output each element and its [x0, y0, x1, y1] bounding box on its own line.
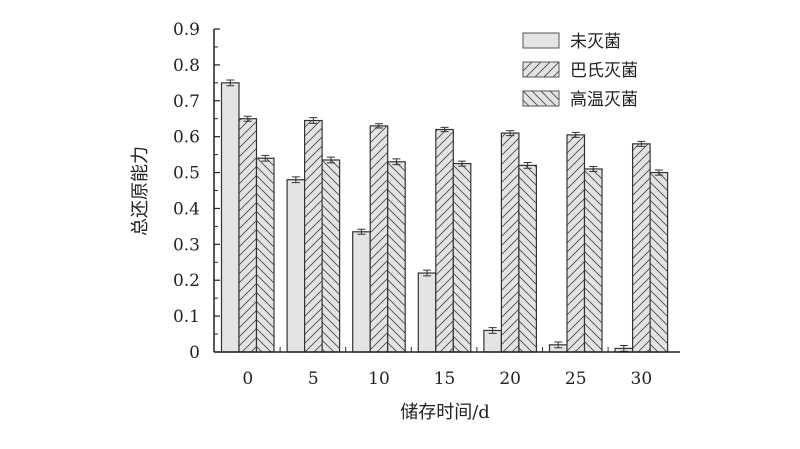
- bar: [286, 179, 306, 353]
- bar: [583, 168, 603, 353]
- x-tick-label: 10: [368, 369, 390, 389]
- error-bar: [326, 156, 335, 164]
- y-tick-label: 0.5: [173, 164, 200, 184]
- bars-layer: [220, 79, 669, 353]
- x-tick-label: 0: [242, 369, 253, 389]
- error-bar: [261, 154, 270, 162]
- bar: [417, 272, 437, 353]
- error-bar: [523, 162, 532, 169]
- legend-swatch: [522, 32, 560, 49]
- axes: 0 5 10 15 20 25 30 0 0.1 0.2 0.3 0.4 0.5 0.6 0.7 0.8 0.9: [173, 20, 680, 389]
- error-bar: [506, 130, 515, 137]
- error-bar: [554, 341, 563, 349]
- x-tick-label: 15: [434, 369, 456, 389]
- y-tick-label: 0: [189, 343, 200, 363]
- error-bar: [309, 117, 318, 124]
- error-bar: [226, 79, 235, 87]
- error-bar: [458, 160, 467, 167]
- legend-label: 巴氏灭菌: [570, 61, 638, 81]
- legend-swatch: [522, 90, 560, 107]
- x-tick-label: 20: [499, 369, 521, 389]
- legend-label: 高温灭菌: [570, 90, 638, 110]
- bar: [255, 157, 275, 353]
- error-bar: [440, 126, 449, 133]
- y-tick-label: 0.1: [173, 307, 200, 327]
- bar: [649, 171, 669, 353]
- bar: [304, 119, 323, 353]
- error-bar: [243, 115, 252, 122]
- x-axis-label: 储存时间/d: [400, 402, 490, 423]
- error-bar: [571, 131, 580, 138]
- bar: [238, 118, 258, 353]
- error-bar: [374, 123, 383, 129]
- y-axis-label: 总还原能力: [130, 146, 151, 236]
- error-bar: [392, 158, 401, 166]
- bar: [220, 82, 240, 353]
- x-tick-label: 30: [631, 369, 653, 389]
- error-bar: [654, 169, 663, 176]
- y-tick-label: 0.6: [173, 128, 200, 148]
- bar: [452, 162, 472, 353]
- bar: [500, 132, 520, 353]
- y-tick-label: 0.3: [173, 235, 200, 255]
- legend-label: 未灭菌: [570, 32, 621, 52]
- bar: [369, 125, 389, 353]
- bar: [566, 134, 586, 353]
- y-tick-label: 0.8: [173, 56, 200, 76]
- error-bar: [423, 269, 432, 277]
- bar: [352, 231, 371, 353]
- error-bar: [637, 140, 646, 147]
- y-tick-label: 0.9: [173, 20, 200, 40]
- y-tick-label: 0.7: [173, 92, 200, 112]
- bar: [387, 161, 406, 353]
- x-tick-label: 5: [308, 369, 319, 389]
- bar: [321, 159, 341, 353]
- y-tick-label: 0.4: [173, 199, 200, 219]
- bar: [435, 128, 454, 353]
- y-tick-label: 0.2: [173, 271, 200, 291]
- legend-swatch: [522, 61, 560, 78]
- error-bar: [357, 228, 366, 235]
- error-bar: [488, 327, 497, 334]
- error-bar: [589, 165, 598, 172]
- error-bar: [291, 176, 300, 184]
- bar: [631, 143, 651, 353]
- bar: [518, 164, 538, 353]
- x-tick-label: 25: [565, 369, 587, 389]
